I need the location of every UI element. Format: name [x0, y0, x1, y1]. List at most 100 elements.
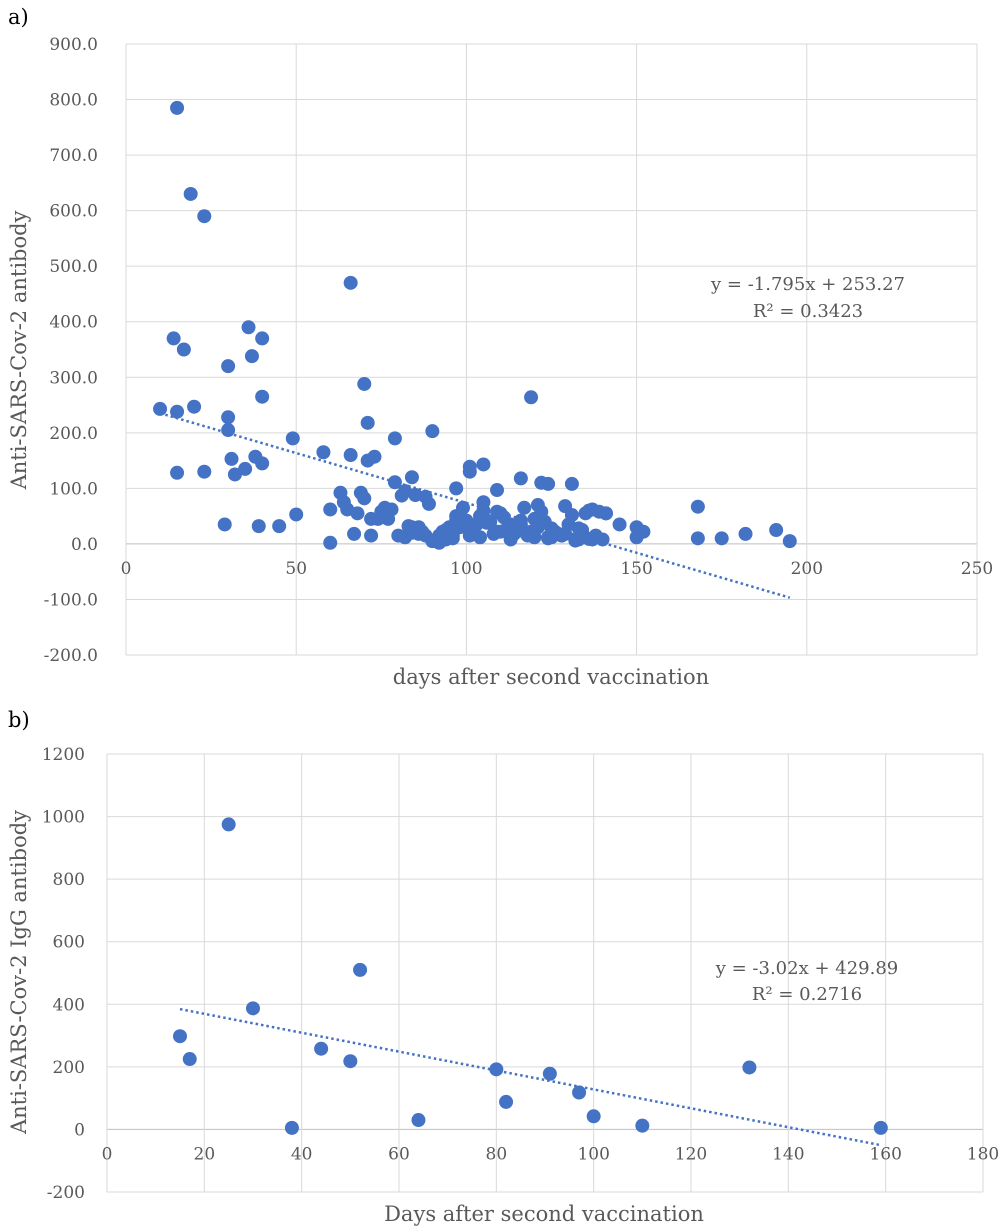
data-point — [575, 523, 590, 538]
x-tick-label: 0 — [121, 559, 132, 579]
panel-label: b) — [8, 708, 30, 732]
data-point — [347, 526, 362, 541]
data-point — [343, 1054, 358, 1069]
data-point — [742, 1060, 757, 1075]
data-point — [404, 470, 419, 485]
data-point — [411, 520, 426, 535]
data-point — [367, 449, 382, 464]
y-tick-label: -100.0 — [44, 590, 98, 610]
data-point — [217, 517, 232, 532]
data-point — [541, 476, 556, 491]
data-point — [466, 526, 481, 541]
data-point — [449, 481, 464, 496]
data-point — [153, 401, 168, 416]
data-point — [183, 186, 198, 201]
data-point — [586, 1109, 601, 1124]
data-point — [246, 1001, 260, 1016]
r-squared-label: R² = 0.2716 — [752, 984, 862, 1005]
data-point — [284, 1120, 299, 1135]
trendline-equation: y = -3.02x + 429.89 — [715, 958, 899, 979]
data-point — [343, 448, 358, 463]
y-tick-label: -200.0 — [44, 646, 98, 666]
x-tick-label: 150 — [620, 559, 652, 579]
data-point — [738, 526, 753, 541]
data-point — [343, 275, 358, 290]
y-tick-label: 400.0 — [49, 313, 98, 333]
data-point — [462, 464, 477, 479]
x-tick-label: 180 — [967, 1144, 999, 1164]
data-point — [316, 445, 331, 460]
x-tick-label: 20 — [194, 1144, 216, 1164]
x-tick-label: 140 — [772, 1144, 804, 1164]
x-axis-title: days after second vaccination — [393, 665, 709, 689]
y-tick-label: 700.0 — [49, 146, 98, 166]
data-point — [411, 1113, 426, 1128]
data-point — [524, 390, 539, 405]
data-point — [479, 513, 494, 528]
panel-label: a) — [8, 5, 29, 29]
data-point — [170, 404, 185, 419]
y-tick-label: -200 — [47, 1183, 85, 1203]
x-tick-label: 40 — [291, 1144, 313, 1164]
data-point — [499, 1094, 514, 1109]
data-point — [690, 499, 705, 514]
y-tick-label: 0.0 — [71, 535, 98, 555]
y-axis-title: Anti-SARS-Cov-2 IgG antibody — [7, 810, 31, 1135]
data-point — [690, 531, 705, 546]
data-point — [255, 456, 270, 471]
data-point — [272, 519, 287, 534]
data-point — [241, 320, 256, 335]
data-point — [221, 359, 236, 374]
data-point — [572, 1085, 587, 1100]
data-point — [527, 511, 542, 526]
data-point — [500, 524, 515, 539]
data-point — [364, 511, 379, 526]
x-tick-label: 0 — [102, 1144, 113, 1164]
x-tick-label: 120 — [675, 1144, 707, 1164]
x-tick-label: 80 — [486, 1144, 508, 1164]
data-point — [629, 530, 644, 545]
data-point — [489, 1062, 504, 1077]
data-point — [542, 1066, 557, 1081]
data-point — [513, 471, 528, 486]
data-point — [255, 331, 270, 346]
data-point — [255, 389, 270, 404]
data-point — [176, 342, 191, 357]
y-tick-label: 600 — [53, 933, 85, 953]
data-point — [387, 475, 402, 490]
x-tick-label: 100 — [450, 559, 482, 579]
data-point — [714, 531, 729, 546]
data-point — [360, 415, 375, 430]
data-point — [336, 495, 351, 510]
y-tick-label: 900.0 — [49, 35, 98, 55]
data-point — [459, 514, 474, 529]
trendline — [159, 411, 791, 599]
data-point — [445, 528, 460, 543]
x-tick-label: 50 — [285, 559, 307, 579]
data-point — [490, 504, 505, 519]
data-point — [635, 1118, 650, 1133]
y-tick-label: 300.0 — [49, 368, 98, 388]
y-tick-label: 1000 — [42, 808, 85, 828]
data-point — [170, 465, 185, 480]
data-point — [357, 376, 372, 391]
data-point — [581, 503, 596, 518]
data-point — [425, 424, 440, 439]
data-point — [314, 1041, 329, 1056]
data-point — [476, 457, 491, 472]
data-point — [387, 431, 402, 446]
data-point — [323, 502, 338, 517]
data-point — [238, 461, 253, 476]
data-point — [353, 962, 368, 977]
y-tick-label: 600.0 — [49, 202, 98, 222]
data-point — [595, 532, 610, 547]
data-point — [455, 500, 470, 515]
chart-a: -200.0 -100.0 0.0 100.0 200.0 300.0 400.0 500.0… — [7, 5, 993, 689]
data-point — [285, 431, 300, 446]
data-point — [187, 399, 202, 414]
data-point — [221, 423, 236, 438]
data-point — [357, 491, 372, 506]
data-point — [221, 817, 236, 832]
data-point — [769, 523, 784, 538]
